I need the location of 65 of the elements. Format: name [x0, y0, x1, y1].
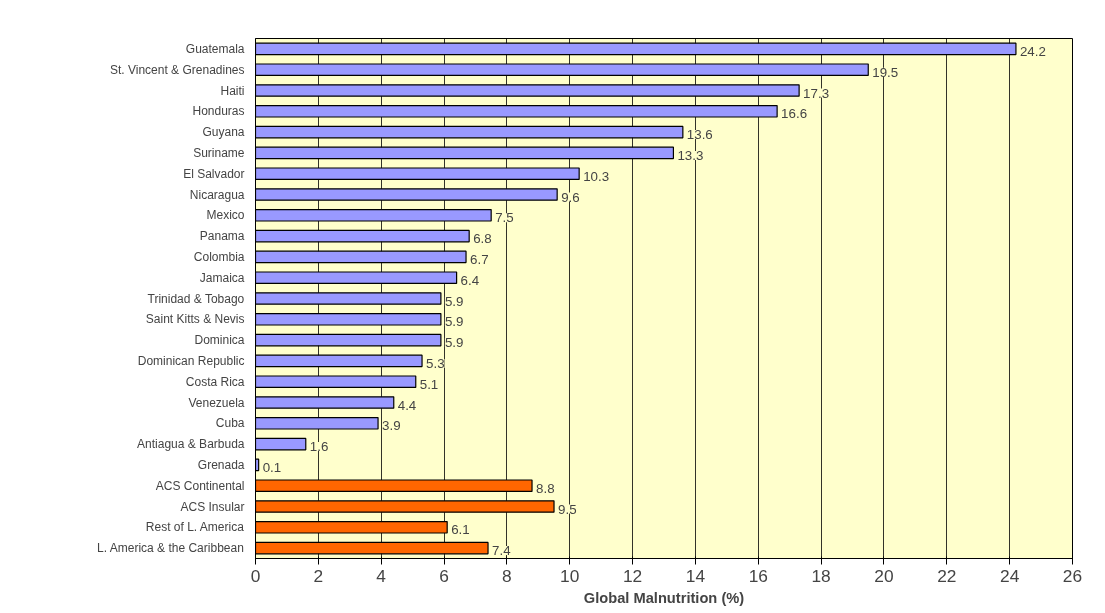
data-label: 7.4	[492, 543, 512, 559]
data-label: 6.7	[470, 251, 489, 267]
data-label: 19.5	[872, 64, 899, 80]
data-label: 5.9	[444, 293, 464, 309]
y-tick-label: Guatemala	[185, 41, 245, 56]
x-tick-label: 12	[622, 565, 643, 586]
y-tick-label: Mexico	[206, 208, 245, 223]
x-tick-label: 2	[313, 565, 324, 586]
x-tick-label: 22	[937, 565, 957, 586]
data-label: 1.6	[309, 439, 329, 455]
data-label: 24.2	[1019, 43, 1046, 59]
y-tick-label: Antiagua & Barbuda	[137, 437, 245, 452]
y-tick-label: Costa Rica	[185, 374, 245, 389]
data-label: 10.3	[583, 168, 610, 184]
data-label: 3.9	[382, 418, 401, 434]
x-tick-label: 26	[1062, 565, 1083, 586]
x-tick-label: 6	[439, 565, 449, 586]
x-tick-label: 20	[874, 565, 894, 586]
y-tick-label: Panama	[199, 229, 245, 244]
y-tick-label: Jamaica	[199, 270, 245, 285]
data-label: 7.5	[495, 210, 514, 226]
data-label: 9.5	[558, 501, 577, 517]
y-tick-label: Nicaragua	[189, 187, 245, 202]
y-tick-label: Cuba	[215, 416, 245, 431]
data-label: 6.1	[451, 522, 470, 538]
x-tick-label: 24	[1000, 565, 1020, 586]
x-tick-label: 14	[685, 565, 706, 586]
data-label: 16.6	[781, 106, 808, 122]
y-tick-label: Saint Kitts & Nevis	[145, 312, 245, 327]
x-tick-label: 16	[748, 565, 768, 586]
data-label: 5.3	[426, 355, 445, 371]
y-tick-label: Haiti	[220, 83, 245, 98]
y-tick-label: Venezuela	[188, 395, 245, 410]
x-tick-label: 10	[560, 565, 580, 586]
y-tick-label: ACS Insular	[180, 499, 245, 514]
data-label: 9.6	[561, 189, 580, 205]
data-label: 13.6	[686, 127, 713, 143]
y-tick-label: St. Vincent & Grenadines	[109, 62, 245, 77]
y-tick-label: Guyana	[202, 125, 245, 140]
y-tick-label: Colombia	[193, 249, 245, 264]
x-axis-title: Global Malnutrition (%)	[583, 589, 745, 606]
y-tick-label: Honduras	[192, 104, 245, 119]
data-label: 0.1	[262, 459, 282, 475]
x-tick-label: 8	[502, 565, 512, 586]
x-tick-label: 18	[811, 565, 831, 586]
x-tick-label: 0	[250, 565, 261, 586]
y-tick-label: Grenada	[197, 457, 245, 472]
y-tick-label: L. America & the Caribbean	[97, 541, 244, 556]
y-tick-label: Suriname	[193, 145, 245, 160]
y-tick-label: Dominican Republic	[137, 353, 245, 368]
data-label: 17.3	[803, 85, 830, 101]
y-tick-label: Dominica	[194, 333, 245, 348]
data-label: 5.9	[444, 314, 464, 330]
y-tick-label: Rest of L. America	[145, 520, 245, 535]
data-label: 6.8	[473, 231, 492, 247]
data-label: 5.1	[419, 376, 439, 392]
data-label: 6.4	[460, 272, 480, 288]
data-label: 4.4	[397, 397, 417, 413]
y-tick-label: Trinidad & Tobago	[147, 291, 245, 306]
data-label: 13.3	[677, 147, 704, 163]
y-tick-label: ACS Continental	[155, 478, 245, 493]
data-label: 8.8	[536, 480, 555, 496]
x-tick-label: 4	[376, 565, 387, 586]
data-label: 5.9	[444, 335, 464, 351]
y-tick-label: El Salvador	[183, 166, 245, 181]
